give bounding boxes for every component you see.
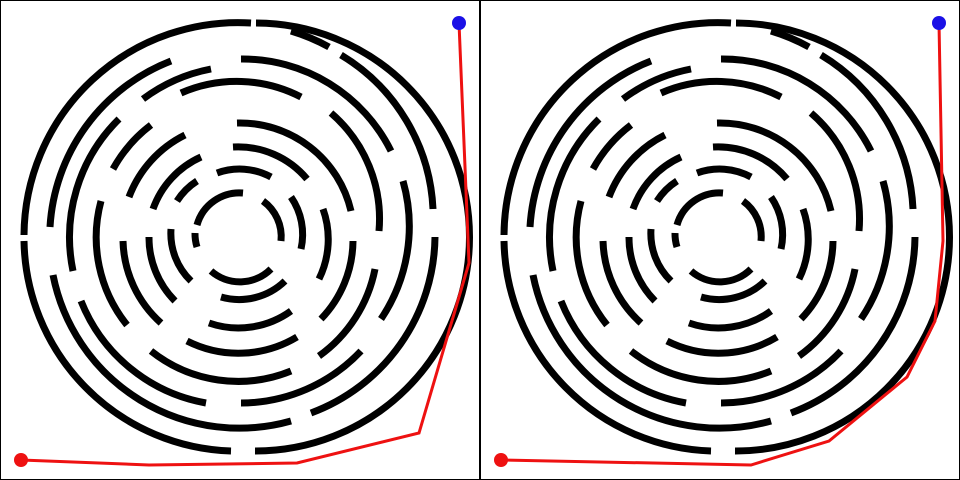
maze-wall [688, 266, 754, 286]
maze-wall [66, 116, 122, 272]
maze-wall [687, 308, 774, 332]
maze-wall [673, 189, 724, 227]
maze-wall [808, 110, 863, 232]
maze-wall [720, 55, 875, 153]
maze-wall [207, 308, 294, 332]
maze-wall [671, 232, 681, 249]
maze-wall [798, 240, 837, 322]
maze-wall [768, 195, 787, 250]
maze-wall [232, 143, 310, 182]
maze-wall [796, 268, 859, 359]
maze-wall [625, 236, 658, 304]
maze-wall [191, 232, 201, 249]
start-marker [14, 453, 28, 467]
maze-wall [20, 240, 232, 455]
maze-wall [659, 77, 783, 101]
maze-wall [260, 198, 285, 242]
maze-wall [46, 57, 173, 228]
maze-wall [500, 19, 732, 236]
maze-wall [589, 122, 634, 171]
maze-wall [149, 153, 203, 211]
maze-wall [769, 27, 811, 51]
maze-wall [236, 119, 355, 212]
maze-wall [185, 333, 299, 357]
maze-wall [529, 274, 772, 432]
maze-wall [500, 240, 712, 455]
maze-wall [309, 236, 439, 417]
maze-wall [254, 19, 473, 455]
maze-wall [315, 207, 332, 281]
maze-wall [819, 52, 917, 210]
maze-wall [174, 178, 199, 203]
maze-wall [140, 65, 212, 102]
maze-wall [328, 110, 383, 232]
end-marker [932, 16, 946, 30]
maze-wall [628, 348, 773, 385]
maze-wall [316, 268, 379, 359]
maze-wall [858, 180, 893, 321]
maze-wall [20, 19, 252, 236]
maze-walls-left [20, 19, 473, 455]
maze-wall [647, 228, 674, 284]
maze-wall [145, 236, 178, 304]
maze-wall [740, 198, 765, 242]
end-marker [452, 16, 466, 30]
maze-wall [220, 278, 288, 304]
maze-wall [119, 240, 164, 326]
maze-wall [92, 200, 130, 328]
maze-wall [795, 207, 812, 281]
maze-wall [526, 57, 653, 228]
maze-wall [695, 165, 753, 181]
maze-wall [167, 228, 194, 284]
maze-wall [179, 77, 303, 101]
maze-wall [789, 236, 919, 417]
maze-wall [339, 52, 437, 210]
maze-wall [125, 131, 187, 199]
solution-path-a [20, 22, 471, 467]
maze-wall [629, 153, 683, 211]
maze-walls-right [500, 19, 953, 455]
maze-board-right [494, 16, 953, 467]
maze-wall [605, 131, 667, 199]
maze-wall [288, 195, 307, 250]
maze-wall [318, 240, 357, 322]
maze-wall [599, 240, 644, 326]
maze-wall [665, 333, 779, 357]
maze-wall [240, 55, 395, 153]
maze-wall [77, 299, 207, 407]
maze-wall [716, 119, 835, 212]
maze-wall [378, 180, 413, 321]
maze-wall [572, 200, 610, 328]
maze-wall [148, 348, 293, 385]
maze-wall [49, 274, 292, 432]
maze-panel-left [0, 0, 480, 480]
maze-panel-right [480, 0, 960, 480]
maze-wall [720, 348, 844, 407]
maze-wall [109, 122, 154, 171]
maze-wall [712, 143, 790, 182]
maze-wall [700, 278, 768, 304]
maze-board-left [14, 16, 473, 467]
maze-wall [620, 65, 692, 102]
maze-wall [215, 165, 273, 181]
start-marker [494, 453, 508, 467]
maze-wall [289, 27, 331, 51]
maze-wall [557, 299, 687, 407]
solution-path-b [500, 22, 945, 467]
maze-wall [193, 189, 244, 227]
maze-wall [654, 178, 679, 203]
maze-wall [240, 348, 364, 407]
maze-wall [208, 266, 274, 286]
maze-wall [546, 116, 602, 272]
maze-wall [734, 19, 953, 455]
